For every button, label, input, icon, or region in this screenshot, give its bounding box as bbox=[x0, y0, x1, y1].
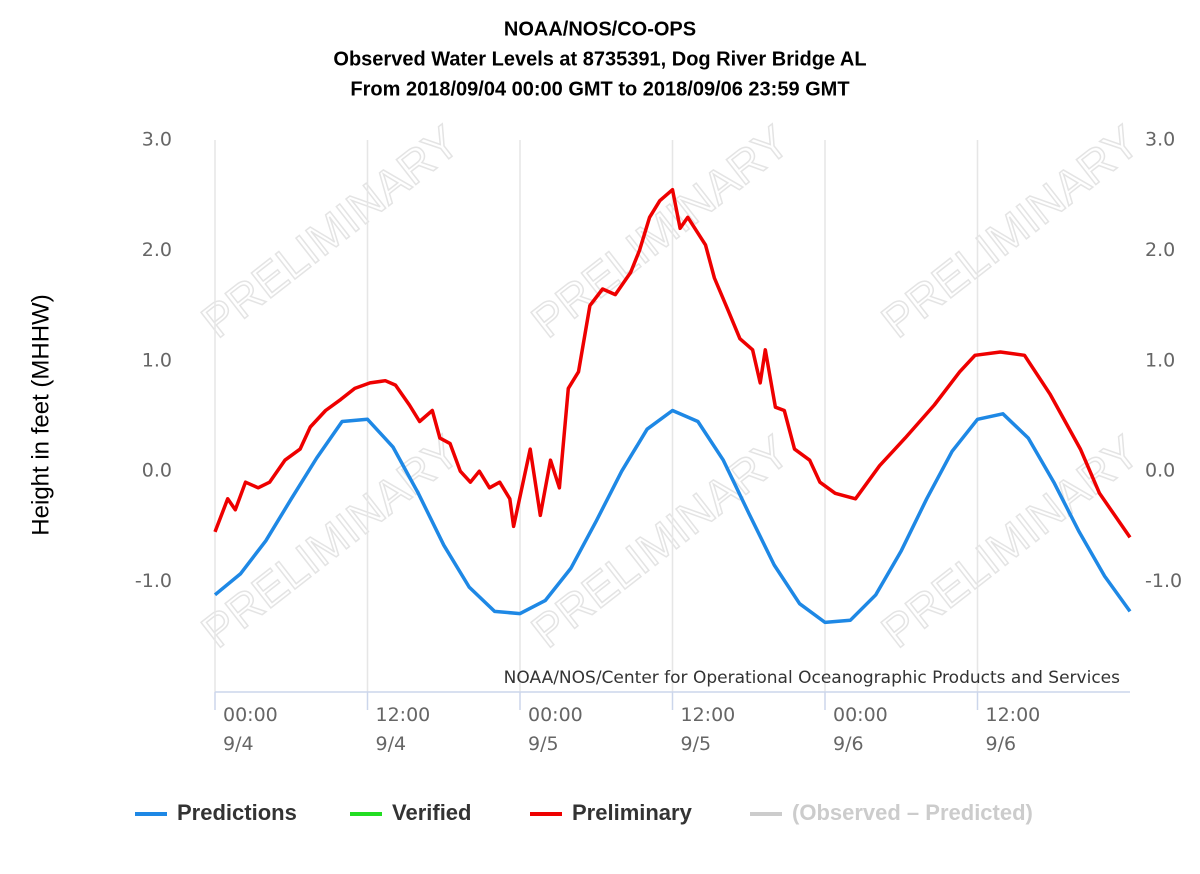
watermark: PRELIMINARY bbox=[192, 425, 469, 657]
y-tick-label: 3.0 bbox=[142, 129, 172, 151]
x-tick-label: 00:00 9/5 bbox=[528, 704, 583, 755]
x-tick-line: 9/4 bbox=[376, 733, 407, 755]
x-tick-label: 12:00 9/4 bbox=[376, 704, 431, 755]
watermark: PRELIMINARY bbox=[872, 425, 1149, 657]
x-tick-label: 00:00 9/4 bbox=[223, 704, 278, 755]
x-tick-line: 00:00 bbox=[833, 704, 888, 726]
x-tick-label: 12:00 9/6 bbox=[986, 704, 1041, 755]
y2-tick-label: 0.0 bbox=[1145, 460, 1175, 482]
y-tick-label: -1.0 bbox=[135, 570, 172, 592]
chart-title: Observed Water Levels at 8735391, Dog Ri… bbox=[333, 48, 866, 70]
legend-label: (Observed – Predicted) bbox=[792, 800, 1033, 825]
x-tick-line: 00:00 bbox=[223, 704, 278, 726]
legend-label: Predictions bbox=[177, 800, 297, 825]
x-tick-line: 9/4 bbox=[223, 733, 254, 755]
y2-tick-label: 2.0 bbox=[1145, 239, 1175, 261]
x-tick-line: 12:00 bbox=[681, 704, 736, 726]
chart-title: From 2018/09/04 00:00 GMT to 2018/09/06 … bbox=[350, 78, 849, 100]
chart-title: NOAA/NOS/CO-OPS bbox=[504, 18, 696, 40]
x-tick-line: 00:00 bbox=[528, 704, 583, 726]
legend-label: Preliminary bbox=[572, 800, 693, 825]
x-tick-label: 00:00 9/6 bbox=[833, 704, 888, 755]
x-tick-line: 12:00 bbox=[376, 704, 431, 726]
x-tick-line: 9/6 bbox=[986, 733, 1017, 755]
series-line bbox=[213, 187, 1132, 539]
y-tick-label: 0.0 bbox=[142, 460, 172, 482]
x-tick-line: 9/5 bbox=[528, 733, 559, 755]
credit: NOAA/NOS/Center for Operational Oceanogr… bbox=[504, 668, 1120, 688]
watermark: PRELIMINARY bbox=[522, 115, 799, 347]
x-tick-line: 9/6 bbox=[833, 733, 864, 755]
x-tick-label: 12:00 9/5 bbox=[681, 704, 736, 755]
watermark: PRELIMINARY bbox=[872, 115, 1149, 347]
y-tick-label: 2.0 bbox=[142, 239, 172, 261]
y-tick-label: 1.0 bbox=[142, 349, 172, 371]
y-axis-label: Height in feet (MHHW) bbox=[27, 294, 54, 535]
y2-tick-label: 1.0 bbox=[1145, 349, 1175, 371]
x-tick-line: 12:00 bbox=[986, 704, 1041, 726]
y2-tick-label: -1.0 bbox=[1145, 570, 1182, 592]
watermark: PRELIMINARY bbox=[192, 115, 469, 347]
series-line bbox=[213, 408, 1132, 625]
x-tick-line: 9/5 bbox=[681, 733, 712, 755]
legend-label: Verified bbox=[392, 800, 471, 825]
y2-tick-label: 3.0 bbox=[1145, 129, 1175, 151]
